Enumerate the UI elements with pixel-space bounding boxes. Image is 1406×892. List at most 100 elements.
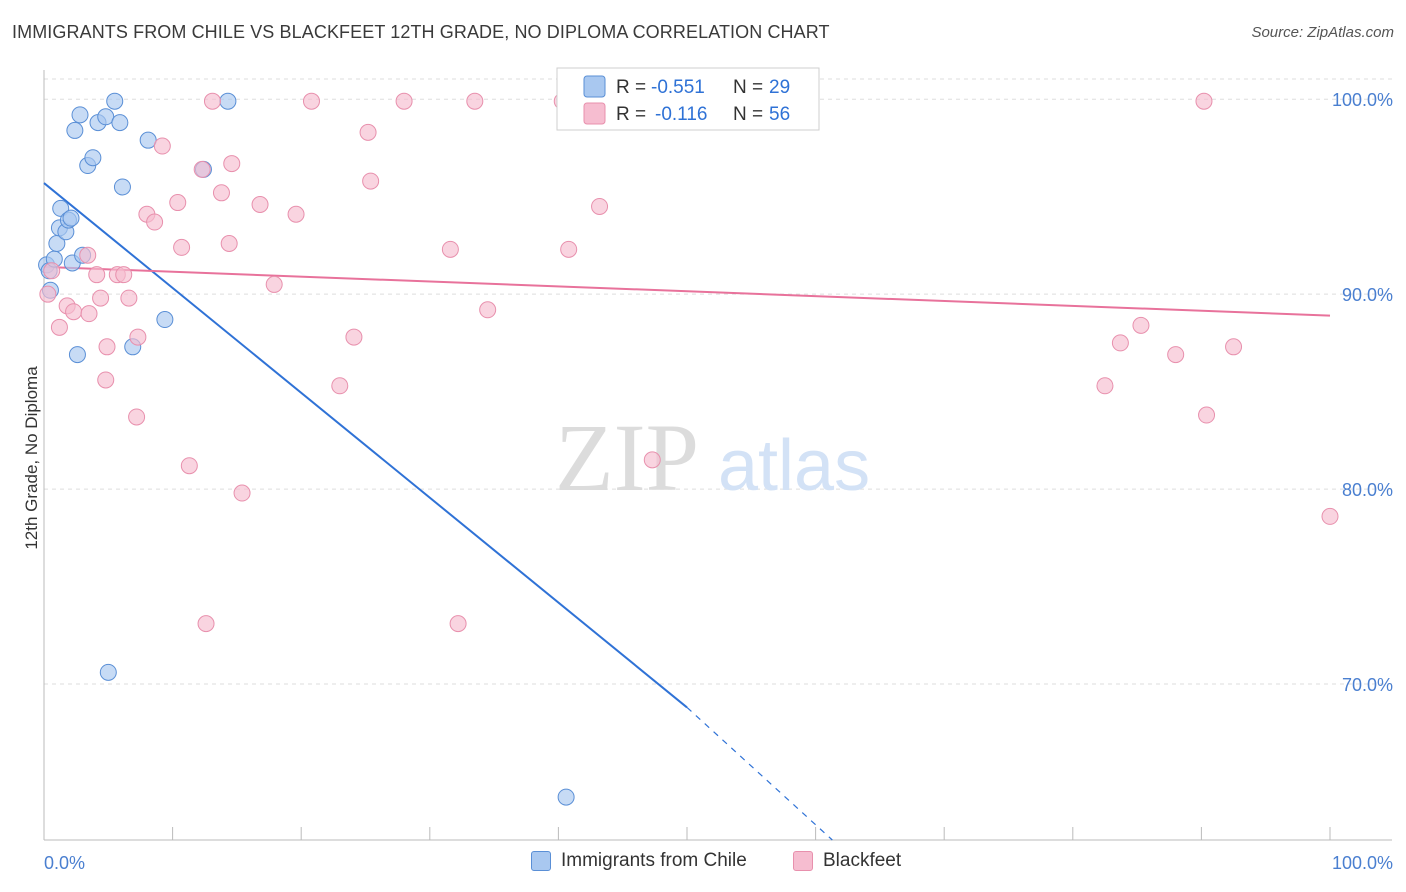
chart-title: IMMIGRANTS FROM CHILE VS BLACKFEET 12TH … — [12, 22, 830, 42]
legend-item-blackfeet: Blackfeet — [793, 850, 901, 872]
data-point-chile — [557, 788, 575, 806]
x-tick-label: 100.0% — [1332, 853, 1393, 873]
data-point-chile — [106, 92, 124, 110]
data-point-blackfeet — [97, 371, 115, 389]
data-point-blackfeet — [220, 234, 238, 252]
legend-label-chile: Immigrants from Chile — [561, 850, 747, 871]
data-point-blackfeet — [212, 184, 230, 202]
data-point-blackfeet — [197, 615, 215, 633]
watermark: ZIP atlas — [555, 404, 870, 511]
data-point-blackfeet — [643, 451, 661, 469]
source-label: Source: ZipAtlas.com — [1251, 24, 1394, 41]
data-point-blackfeet — [1321, 507, 1339, 525]
data-points — [38, 92, 1339, 806]
data-point-chile — [156, 311, 174, 329]
legend-swatch-blackfeet — [793, 851, 813, 871]
data-point-blackfeet — [1198, 406, 1216, 424]
data-point-chile — [97, 108, 115, 126]
data-point-blackfeet — [193, 160, 211, 178]
data-point-blackfeet — [1132, 316, 1150, 334]
data-point-blackfeet — [98, 338, 116, 356]
data-point-chile — [111, 114, 129, 132]
data-point-chile — [84, 149, 102, 167]
data-point-chile — [139, 131, 157, 149]
data-point-blackfeet — [153, 137, 171, 155]
data-point-chile — [52, 199, 70, 217]
stats-legend-n-value: 29 — [769, 77, 790, 98]
axes — [43, 70, 1392, 841]
series-legend: Immigrants from Chile Blackfeet — [0, 850, 1406, 880]
data-point-blackfeet — [203, 92, 221, 110]
data-point-blackfeet — [1111, 334, 1129, 352]
data-point-blackfeet — [65, 303, 83, 321]
stats-legend-r-label: R = — [616, 77, 646, 98]
data-point-blackfeet — [233, 484, 251, 502]
data-point-blackfeet — [92, 289, 110, 307]
stats-legend-n-label: N = — [733, 77, 763, 98]
stats-legend-n-value: 56 — [769, 104, 790, 125]
stats-legend: R = -0.551 N = 29 R = -0.116 N = 56 — [556, 67, 820, 131]
trend-lines — [43, 182, 1331, 841]
y-tick-label: 80.0% — [1342, 480, 1393, 500]
data-point-blackfeet — [120, 289, 138, 307]
legend-swatch-chile — [531, 851, 551, 871]
data-point-blackfeet — [591, 197, 609, 215]
watermark-zip: ZIP — [555, 404, 699, 511]
stats-legend-swatch-blue — [583, 75, 606, 98]
data-point-blackfeet — [1096, 377, 1114, 395]
data-point-blackfeet — [1225, 338, 1243, 356]
data-point-chile — [219, 92, 237, 110]
data-point-chile — [62, 209, 80, 227]
grid-lines — [44, 78, 1392, 685]
data-point-blackfeet — [128, 408, 146, 426]
data-point-chile — [68, 346, 86, 364]
data-point-blackfeet — [251, 196, 269, 214]
data-point-blackfeet — [1195, 92, 1213, 110]
data-point-blackfeet — [169, 194, 187, 212]
data-point-blackfeet — [331, 377, 349, 395]
data-point-blackfeet — [1167, 346, 1185, 364]
stats-legend-r-value: -0.116 — [655, 104, 707, 125]
trend-line-blackfeet — [43, 265, 1331, 317]
data-point-blackfeet — [79, 246, 97, 264]
data-point-blackfeet — [146, 213, 164, 231]
data-point-blackfeet — [345, 328, 363, 346]
stats-legend-swatch-pink — [583, 102, 606, 125]
data-point-blackfeet — [287, 205, 305, 223]
data-point-blackfeet — [560, 240, 578, 258]
data-point-blackfeet — [302, 92, 320, 110]
data-point-chile — [99, 663, 117, 681]
data-point-blackfeet — [80, 305, 98, 323]
y-tick-label: 90.0% — [1342, 285, 1393, 305]
data-point-blackfeet — [180, 457, 198, 475]
y-tick-label: 100.0% — [1332, 90, 1393, 110]
data-point-blackfeet — [88, 266, 106, 284]
legend-item-chile: Immigrants from Chile — [531, 850, 747, 872]
tick-labels: 100.0% 90.0% 80.0% 70.0% 0.0% 100.0% — [44, 90, 1393, 873]
data-point-chile — [71, 106, 89, 124]
stats-legend-r-label: R = — [616, 104, 646, 125]
data-point-blackfeet — [50, 318, 68, 336]
data-point-blackfeet — [441, 240, 459, 258]
data-point-blackfeet — [479, 301, 497, 319]
data-point-blackfeet — [129, 328, 147, 346]
data-point-blackfeet — [395, 92, 413, 110]
data-point-chile — [66, 121, 84, 139]
data-point-blackfeet — [466, 92, 484, 110]
data-point-blackfeet — [115, 266, 133, 284]
y-tick-label: 70.0% — [1342, 675, 1393, 695]
data-point-blackfeet — [43, 262, 61, 280]
x-tick-label: 0.0% — [44, 853, 85, 873]
legend-label-blackfeet: Blackfeet — [823, 850, 902, 871]
data-point-chile — [113, 178, 131, 196]
data-point-blackfeet — [449, 615, 467, 633]
data-point-blackfeet — [173, 238, 191, 256]
stats-legend-n-label: N = — [733, 104, 763, 125]
data-point-blackfeet — [359, 123, 377, 141]
y-axis-label: 12th Grade, No Diploma — [22, 366, 41, 550]
data-point-blackfeet — [39, 285, 57, 303]
stats-legend-r-value: -0.551 — [651, 77, 705, 98]
watermark-atlas: atlas — [718, 426, 870, 506]
data-point-blackfeet — [223, 155, 241, 173]
